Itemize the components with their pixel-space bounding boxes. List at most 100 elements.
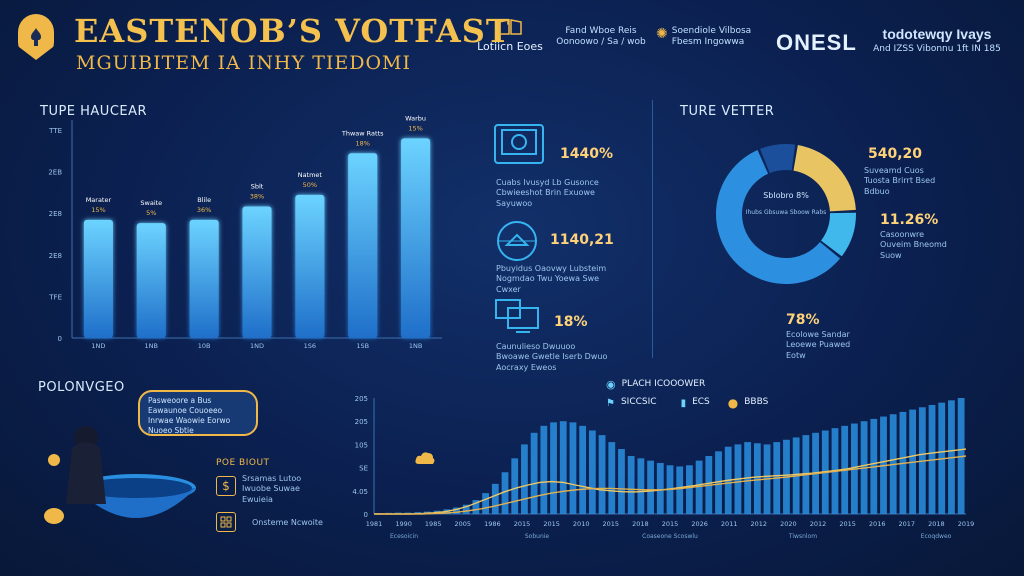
bottom-bar: [540, 425, 548, 514]
bottom-x-tick-label: 2015: [662, 520, 679, 528]
left-bar-value: 15%: [408, 124, 422, 132]
left-bar: [401, 138, 431, 338]
bottom-x-tick-label: 1990: [395, 520, 412, 528]
bottom-x-caption: Ecoqdweo: [921, 533, 952, 540]
bottom-bar: [627, 456, 635, 514]
target-icon: [497, 221, 537, 261]
donut-callout-1: 540,20: [868, 146, 923, 162]
bottom-x-tick-label: 2026: [691, 520, 708, 528]
left-bar: [242, 206, 272, 338]
donut-chart: Sblobro 8% Ihubs Gbsuwa Sboow Rabs: [716, 144, 856, 285]
left-bar: [295, 194, 325, 338]
donut-slice: [821, 212, 856, 257]
left-bar-value: 5%: [146, 209, 156, 217]
bottom-bar: [462, 504, 470, 514]
left-bar-value: 15%: [91, 206, 105, 214]
left-x-tick-label: 10B: [198, 342, 211, 350]
bottom-bar: [453, 507, 460, 514]
bottom-bar: [521, 444, 528, 514]
donut-callout-2: 11.26%: [880, 212, 939, 228]
stat-value-2: 1140,21: [550, 232, 614, 248]
bottom-x-tick-label: 2015: [514, 520, 531, 528]
bottom-x-tick-label: 2011: [721, 520, 738, 528]
left-bar-value: 36%: [197, 206, 211, 214]
left-y-tick-label: TFE: [48, 293, 62, 301]
left-x-tick-label: 1S6: [304, 342, 316, 350]
speech-bubble: Pasweoore a Bus Eawaunoe Couoeeo Inrwae …: [138, 390, 258, 436]
coin-icon: ●: [727, 396, 739, 410]
header-item-1: Lotiicn Eoes: [470, 18, 550, 54]
cloud-icon: [415, 452, 435, 464]
left-y-tick-label: 2E8: [49, 210, 62, 218]
bottom-bar: [618, 449, 625, 514]
bottom-bar: [588, 430, 596, 514]
dollar-icon: $: [216, 476, 236, 496]
bottom-y-tick-label: 205: [355, 395, 368, 403]
left-bar-label: Swaite: [140, 199, 162, 207]
bottom-x-caption: Tiwsnlom: [788, 533, 817, 540]
bottom-left-caption-1: Srsamas Lutoo Iwuobe Suwae Ewuieia: [242, 474, 302, 504]
left-x-tick-label: 1NB: [145, 342, 158, 350]
left-y-tick-label: 2EB: [48, 169, 62, 177]
left-x-tick-label: 1NB: [409, 342, 422, 350]
vertical-divider: [652, 100, 653, 358]
left-chart-title: TUPE HAUCEAR: [40, 104, 148, 119]
right-chart-title: TURE VETTER: [680, 104, 775, 119]
bottom-bar: [676, 466, 684, 514]
bottom-bar: [530, 432, 538, 514]
donut-callout-caption-3: Ecolowe Sandar Leoewe Puawed Eotw: [786, 330, 851, 360]
left-bar: [189, 219, 219, 338]
left-bar-label: Warbu: [405, 114, 426, 122]
left-x-tick-label: 1ND: [91, 342, 105, 350]
bottom-legend-row-2: ⚑ SICCSIC ▮ ECS ● BBBS: [606, 396, 769, 410]
bottom-bar: [559, 421, 567, 514]
bottom-left-caption-2: Onsteme Ncwoite: [252, 518, 323, 527]
left-bar-chart: 0 TFE 2E8 2E8 2EB TTE Marater 15% 1ND Swaite 5% 1N…: [48, 114, 442, 350]
stat-caption-1: Cuabs Ivusyd Lb Gusonce Cbwieeshot Brin …: [496, 178, 599, 208]
left-y-tick-label: TTE: [48, 127, 62, 135]
bottom-bar-chart: 0 4.05 SE 105 205 205 1981 1990 1985 2005 1986 201…: [352, 395, 974, 540]
stat-caption-3: Caunulieso Dwuuoo Bwoawe Gwetle Iserb Dw…: [496, 342, 608, 372]
header-item-4: ONESL: [776, 30, 857, 55]
bottom-legend-row-1: ◉ PLACH ICOOOWER: [606, 378, 706, 391]
left-y-tick-label: 2E8: [49, 252, 62, 260]
left-y-tick-label: 0: [58, 335, 62, 343]
bottom-x-tick-label: 2016: [869, 520, 886, 528]
computer-icon: [495, 299, 539, 333]
bottom-y-tick-label: 205: [355, 418, 368, 426]
donut-center-label: Sblobro 8%: [763, 191, 809, 200]
bottom-x-tick-label: 1985: [425, 520, 442, 528]
bottom-bar: [686, 465, 693, 514]
stat-value-3: 18%: [554, 314, 588, 330]
bottom-x-caption: Coaseone Scoswlu: [642, 533, 698, 540]
bottom-x-tick-label: 2018: [928, 520, 945, 528]
laptop-icon: [494, 124, 544, 164]
bottom-bar: [569, 422, 577, 514]
bottom-y-tick-label: 4.05: [352, 488, 368, 496]
bottom-x-tick-label: 2017: [899, 520, 916, 528]
bottom-x-tick-label: 2018: [632, 520, 649, 528]
bottom-left-label: POE BIOUT: [216, 458, 270, 468]
globe-icon: ◉: [606, 378, 616, 391]
bottom-bar: [647, 460, 654, 514]
header-item-3: ✺ Soendiole Vilbosa Fbesm Ingowwa: [656, 26, 752, 48]
bottom-x-tick-label: 2012: [751, 520, 768, 528]
header-item-5: todotewqy Ivays And IZSS Vibonnu 1ft IN …: [873, 26, 1001, 54]
bottom-x-tick-label: 2015: [543, 520, 560, 528]
left-bar: [136, 223, 166, 338]
bar-icon: ▮: [680, 397, 687, 409]
figure-with-bowl-illustration: [44, 426, 196, 524]
stat-value-1: 1440%: [560, 146, 613, 162]
donut-slice: [760, 144, 796, 174]
bottom-y-tick-label: SE: [359, 465, 368, 473]
bottom-bar: [550, 422, 557, 514]
sun-icon: ✺: [656, 26, 668, 42]
bottom-x-tick-label: 2015: [603, 520, 620, 528]
bottom-bar: [501, 472, 509, 514]
bottom-bar: [491, 483, 499, 514]
donut-slice: [793, 145, 856, 212]
flag-icon: ⚑: [606, 397, 615, 409]
left-bar-value: 38%: [250, 193, 264, 201]
page-title: EASTENOB’S VOTFAST: [74, 12, 511, 50]
bottom-x-tick-label: 2005: [455, 520, 472, 528]
